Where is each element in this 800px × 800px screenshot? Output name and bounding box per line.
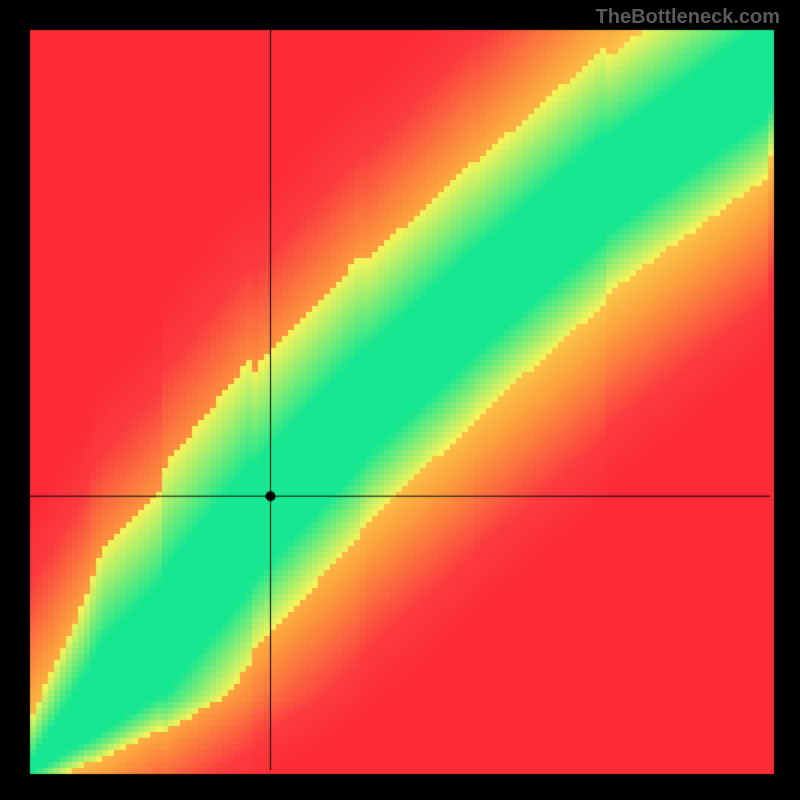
chart-container: TheBottleneck.com <box>0 0 800 800</box>
heatmap-canvas <box>0 0 800 800</box>
watermark-text: TheBottleneck.com <box>596 6 780 29</box>
